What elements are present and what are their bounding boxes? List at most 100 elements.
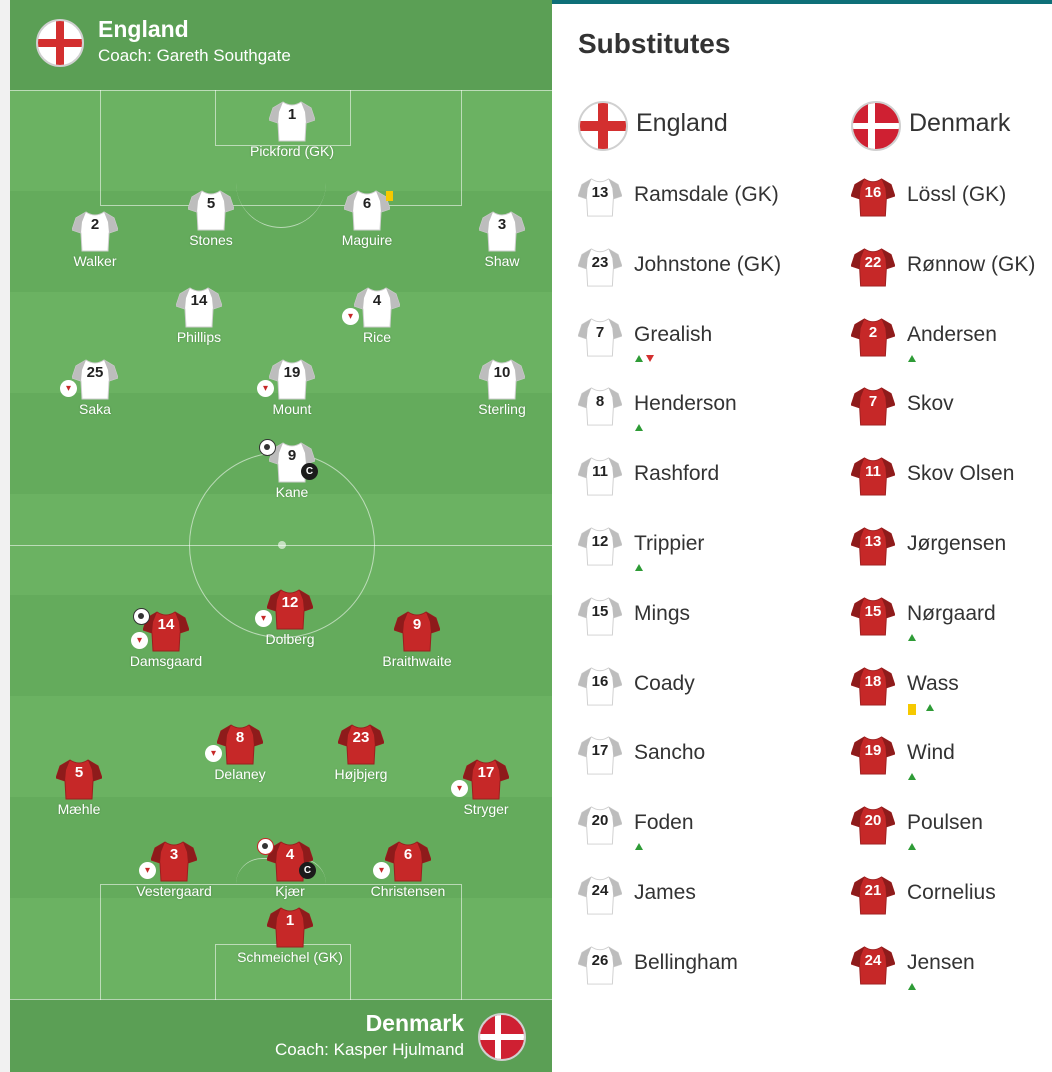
sub-off-icon: ▾ [451, 780, 468, 797]
player-england[interactable]: 3 Shaw [442, 210, 552, 269]
player-denmark[interactable]: 1 Schmeichel (GK) [230, 906, 350, 965]
player-england[interactable]: 10 Sterling [442, 358, 552, 417]
substitute-denmark[interactable]: 15 Nørgaard [851, 596, 1051, 656]
substitute-denmark[interactable]: 16 Lössl (GK) [851, 177, 1051, 237]
player-name: Rice [362, 329, 391, 345]
player-denmark[interactable]: 5 Mæhle [19, 758, 139, 817]
shirt-number: 6 [362, 195, 372, 212]
shirt-number: 11 [592, 463, 608, 481]
substitute-england[interactable]: 15 Mings [578, 596, 778, 656]
shirt-icon: 8 ▾ [205, 723, 263, 765]
shirt-number: 15 [864, 602, 882, 620]
player-england[interactable]: 14 Phillips [139, 286, 259, 345]
player-england[interactable]: 2 Walker [35, 210, 155, 269]
shirt-number: 15 [591, 602, 609, 620]
substitute-name: Skov [907, 392, 954, 416]
player-name: Højbjerg [334, 766, 388, 782]
substitute-denmark[interactable]: 21 Cornelius [851, 875, 1051, 935]
player-england[interactable]: 5 Stones [151, 189, 271, 248]
shirt-number: 12 [281, 594, 299, 611]
shirt-number: 8 [235, 729, 245, 746]
away-team-name: Denmark [365, 1010, 464, 1036]
substitute-england[interactable]: 7 Grealish [578, 317, 778, 377]
player-england[interactable]: 6 Maguire [307, 189, 427, 248]
substitute-denmark[interactable]: 18 Wass [851, 666, 1051, 726]
shirt-icon: 6 [344, 189, 393, 231]
player-denmark[interactable]: 4 C Kjær [230, 838, 350, 899]
shirt-icon: 5 [188, 189, 234, 231]
player-name: Stryger [463, 801, 509, 817]
pitch-header-area [10, 0, 552, 90]
shirt-icon: 1 [267, 906, 313, 948]
sub-on-icon [635, 843, 643, 851]
player-denmark[interactable]: 3 ▾ Vestergaard [114, 840, 234, 899]
shirt-number: 14 [157, 616, 175, 633]
player-denmark[interactable]: 12 ▾ Dolberg [230, 588, 350, 647]
shirt-number: 20 [864, 812, 882, 830]
shirt-number: 9 [287, 447, 297, 464]
event-indicators [908, 982, 919, 993]
substitute-name: Rønnow (GK) [907, 252, 1036, 276]
substitute-england[interactable]: 11 Rashford [578, 456, 778, 516]
player-denmark[interactable]: 23 Højbjerg [301, 723, 421, 782]
goal-line-bottom [10, 999, 552, 1000]
substitute-england[interactable]: 12 Trippier [578, 526, 778, 586]
substitute-denmark[interactable]: 7 Skov [851, 386, 1051, 446]
goal-ball-icon [133, 608, 150, 625]
substitute-denmark[interactable]: 22 Rønnow (GK) [851, 247, 1051, 307]
shirt-number: 2 [868, 323, 878, 341]
substitute-england[interactable]: 26 Bellingham [578, 945, 778, 1005]
shirt-number: 7 [868, 393, 878, 411]
player-england[interactable]: 25 ▾ Saka [35, 358, 155, 417]
shirt-number: 24 [591, 882, 609, 899]
player-denmark[interactable]: 8 ▾ Delaney [180, 723, 300, 782]
player-name: Saka [79, 401, 111, 417]
substitute-england[interactable]: 8 Henderson [578, 386, 778, 446]
player-denmark[interactable]: 9 Braithwaite [357, 610, 477, 669]
substitute-england[interactable]: 13 Ramsdale (GK) [578, 177, 779, 237]
player-england[interactable]: 1 Pickford (GK) [232, 100, 352, 159]
shirt-number: 6 [403, 846, 413, 863]
substitute-denmark[interactable]: 19 Wind [851, 735, 1051, 795]
substitute-denmark[interactable]: 24 Jensen [851, 945, 1051, 1005]
substitute-england[interactable]: 17 Sancho [578, 735, 778, 795]
shirt-icon: 2 [72, 210, 118, 252]
substitute-denmark[interactable]: 20 Poulsen [851, 805, 1051, 865]
player-england[interactable]: 4 ▾ Rice [317, 286, 437, 345]
shirt-icon: 6 ▾ [373, 840, 431, 882]
substitute-england[interactable]: 20 Foden [578, 805, 778, 865]
shirt-icon: 8 [578, 386, 622, 426]
shirt-icon: 21 [851, 875, 895, 915]
shirt-number: 1 [285, 912, 295, 929]
substitute-denmark[interactable]: 2 Andersen [851, 317, 1051, 377]
substitute-name: Mings [634, 601, 691, 625]
player-denmark[interactable]: 14 ▾ Damsgaard [106, 608, 226, 669]
sub-on-icon [908, 982, 916, 990]
substitutes-title: Substitutes [578, 28, 731, 59]
substitute-denmark[interactable]: 11 Skov Olsen [851, 456, 1051, 516]
substitute-england[interactable]: 16 Coady [578, 666, 778, 726]
subs-denmark-title: Denmark [909, 109, 1011, 137]
substitute-england[interactable]: 24 James [578, 875, 778, 935]
player-denmark[interactable]: 17 ▾ Stryger [426, 758, 546, 817]
shirt-icon: 12 [578, 526, 622, 566]
home-coach: Coach: Gareth Southgate [98, 46, 291, 65]
substitute-name: Lössl (GK) [907, 183, 1007, 206]
shirt-number: 12 [591, 533, 609, 550]
sub-on-icon [635, 354, 643, 362]
sub-on-icon [635, 564, 643, 571]
pitch: England Coach: Gareth Southgate Denmark … [10, 0, 552, 1072]
captain-icon: C [301, 463, 318, 480]
substitute-england[interactable]: 23 Johnstone (GK) [578, 247, 781, 307]
substitute-denmark[interactable]: 13 Jørgensen [851, 526, 1051, 586]
player-denmark[interactable]: 6 ▾ Christensen [348, 840, 468, 899]
substitute-name: Nørgaard [907, 601, 996, 625]
goal-box-top [215, 90, 351, 146]
player-england[interactable]: 9 C Kane [232, 439, 352, 500]
penalty-arc-top [236, 160, 326, 228]
goal-line-top [10, 90, 552, 91]
player-england[interactable]: 19 ▾ Mount [232, 358, 352, 417]
shirt-number: 16 [864, 184, 882, 201]
sub-on-icon [908, 633, 916, 641]
